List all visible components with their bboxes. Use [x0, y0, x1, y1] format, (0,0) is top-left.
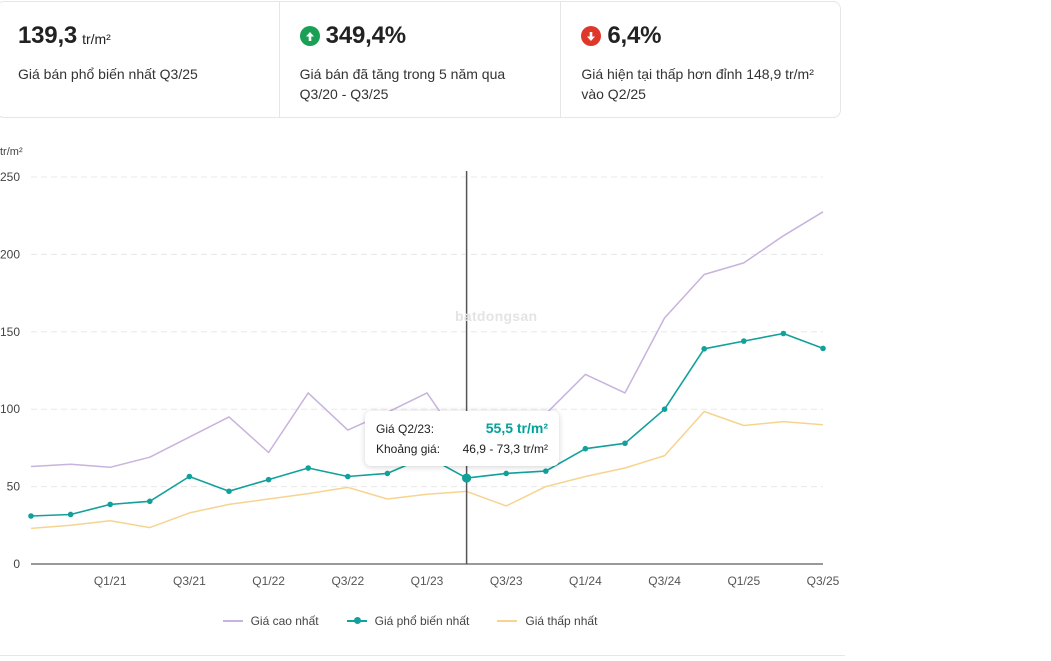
x-tick-label: Q3/23 [490, 574, 523, 588]
series-line [30, 211, 824, 469]
y-tick-label: 250 [0, 170, 20, 184]
data-point[interactable] [345, 473, 351, 480]
tooltip-range-value: 46,9 - 73,3 tr/m² [462, 442, 548, 456]
x-axis: Q1/21 Q3/21 Q1/22 Q3/22 Q1/23 Q3/23 Q1/24 Q3/24… [94, 574, 840, 588]
x-tick-label: Q3/24 [648, 574, 681, 588]
data-point[interactable] [226, 488, 232, 495]
stat-value: 6,4% [607, 22, 662, 49]
chart-tooltip: Giá Q2/23: 55,5 tr/m² Khoảng giá: 46,9 -… [365, 411, 559, 466]
tooltip-price-value: 55,5 tr/m² [485, 420, 548, 436]
x-tick-label: Q3/22 [331, 574, 364, 588]
data-point[interactable] [67, 511, 74, 518]
y-axis: 0 50 100 150 200 250 [0, 170, 20, 571]
x-tick-label: Q1/22 [252, 574, 285, 588]
legend-label: Giá thấp nhất [525, 614, 598, 628]
tooltip-price-label: Giá Q2/23: [376, 422, 435, 436]
y-tick-label: 150 [0, 325, 20, 339]
stat-growth: 349,4% Giá bán đã tăng trong 5 năm qua Q… [278, 2, 561, 117]
legend-label: Giá cao nhất [250, 614, 319, 628]
data-point[interactable] [503, 470, 510, 477]
y-tick-label: 50 [7, 480, 21, 494]
stat-description: Giá hiện tại thấp hơn đỉnh 148,9 tr/m² [581, 66, 814, 82]
stat-peak-date: vào Q2/25 [581, 86, 646, 102]
x-tick-label: Q1/23 [411, 574, 444, 588]
data-point[interactable] [543, 468, 549, 474]
data-point[interactable] [701, 346, 707, 352]
divider [0, 655, 845, 656]
data-point[interactable] [780, 330, 787, 337]
arrow-down-icon [581, 26, 602, 46]
data-point[interactable] [741, 338, 747, 344]
chart-legend: Giá cao nhất Giá phổ biến nhất Giá thấp … [0, 613, 820, 629]
legend-item-common[interactable]: Giá phổ biến nhất [346, 613, 470, 629]
stat-period: Q3/20 - Q3/25 [299, 86, 389, 102]
stat-from-peak: 6,4% Giá hiện tại thấp hơn đỉnh 148,9 tr… [560, 2, 840, 117]
stat-value: 139,3 [18, 22, 78, 49]
chart-grid [31, 176, 823, 565]
stat-value: 349,4% [325, 22, 406, 49]
data-point[interactable] [265, 476, 272, 483]
data-point[interactable] [305, 465, 312, 471]
y-tick-label: 0 [13, 557, 20, 571]
x-tick-label: Q1/24 [569, 574, 602, 588]
series-line [30, 410, 824, 530]
data-point[interactable] [28, 513, 34, 519]
data-point[interactable] [384, 470, 391, 477]
data-point[interactable] [661, 406, 668, 413]
data-point[interactable] [622, 440, 628, 447]
arrow-up-icon [299, 26, 320, 46]
stat-current-price: 139,3 tr/m² Giá bán phổ biến nhất Q3/25 [0, 2, 279, 117]
legend-swatch [497, 613, 518, 629]
stats-panel: 139,3 tr/m² Giá bán phổ biến nhất Q3/25 … [0, 1, 841, 118]
x-tick-label: Q3/25 [807, 574, 840, 588]
stat-unit: tr/m² [82, 30, 111, 47]
tooltip-range-label: Khoảng giá: [376, 442, 441, 456]
legend-swatch [222, 613, 243, 629]
stat-description: Giá bán phổ biến nhất Q3/25 [18, 66, 198, 82]
legend-item-max[interactable]: Giá cao nhất [222, 613, 319, 629]
highlight-point[interactable] [462, 473, 472, 483]
watermark-logo: batdongsan [455, 308, 538, 324]
data-point[interactable] [186, 473, 193, 480]
data-point[interactable] [820, 345, 826, 352]
x-tick-label: Q1/25 [727, 574, 760, 588]
x-tick-label: Q3/21 [173, 574, 206, 588]
stat-description: Giá bán đã tăng trong 5 năm qua [299, 66, 506, 82]
x-tick-label: Q1/21 [94, 574, 127, 588]
crosshair-line [462, 171, 472, 564]
y-tick-label: 200 [0, 247, 20, 261]
data-point[interactable] [107, 501, 113, 508]
legend-label: Giá phổ biến nhất [374, 614, 470, 628]
data-point[interactable] [582, 445, 589, 452]
legend-item-min[interactable]: Giá thấp nhất [497, 613, 597, 629]
y-tick-label: 100 [0, 402, 20, 416]
chart-series [28, 211, 826, 530]
y-axis-unit: tr/m² [0, 146, 23, 158]
data-point[interactable] [147, 498, 153, 505]
legend-swatch [346, 613, 367, 629]
